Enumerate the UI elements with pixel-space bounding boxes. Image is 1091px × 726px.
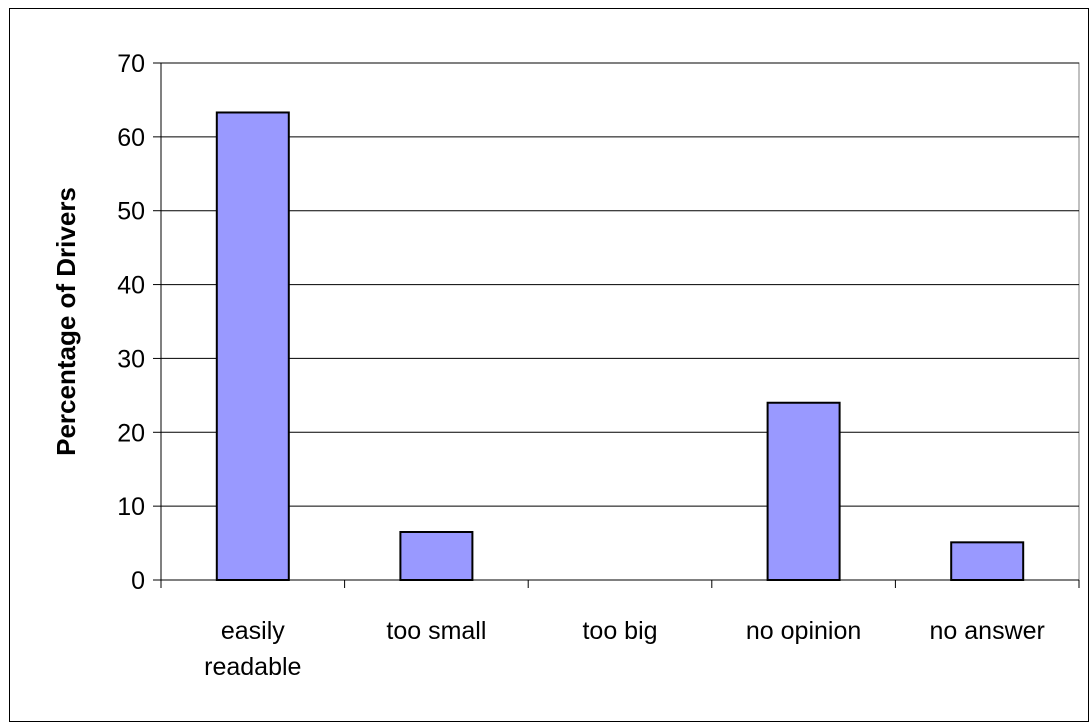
bar (766, 401, 841, 581)
x-tick-label: too big (582, 617, 657, 645)
y-tick-label: 70 (117, 50, 145, 78)
y-tick-label: 20 (117, 419, 145, 447)
bars (215, 111, 1025, 582)
x-tick-label: no opinion (746, 617, 861, 645)
y-tick-label: 40 (117, 272, 145, 300)
x-tick-label: no answer (930, 617, 1045, 645)
x-tick-label: easily readable (204, 617, 301, 681)
chart-frame (9, 8, 1089, 722)
y-tick-label: 60 (117, 124, 145, 152)
plot-area (160, 62, 1080, 581)
y-tick-label: 30 (117, 345, 145, 373)
y-tick-labels: 0 10 20 30 40 50 60 70 (117, 50, 145, 595)
y-tick-label: 10 (117, 493, 145, 521)
y-tick-label: 50 (117, 198, 145, 226)
axes (153, 62, 1080, 588)
bar (215, 111, 290, 581)
gridlines (161, 62, 1079, 507)
y-tick-label: 0 (131, 567, 145, 595)
x-tick-label: too small (386, 617, 486, 645)
x-tick-labels: easily readable too small too big no opinion… (204, 617, 1045, 681)
bar (399, 530, 474, 581)
y-axis-label: Percentage of Drivers (51, 187, 81, 456)
bar (950, 541, 1025, 582)
